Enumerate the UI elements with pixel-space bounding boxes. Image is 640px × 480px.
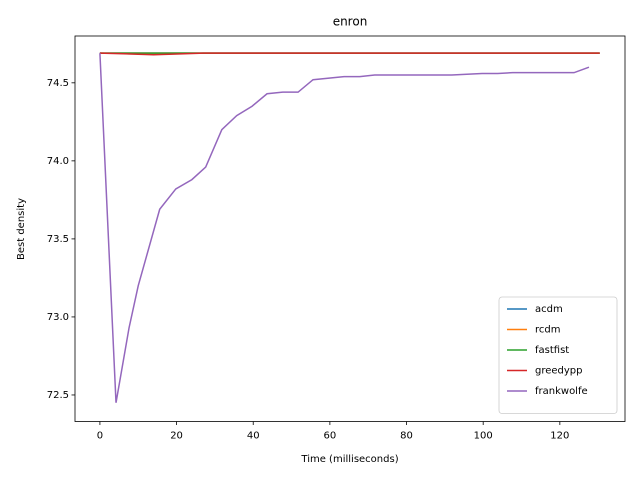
x-tick-label: 40 bbox=[247, 431, 260, 442]
series-line bbox=[99, 52, 600, 56]
x-tick-label: 0 bbox=[97, 431, 103, 442]
y-tick-label: 74.5 bbox=[47, 78, 69, 89]
x-tick-label: 60 bbox=[324, 431, 337, 442]
x-tick-label: 100 bbox=[474, 431, 493, 442]
x-tick-label: 20 bbox=[170, 431, 183, 442]
y-tick-label: 73.5 bbox=[47, 234, 69, 245]
y-tick-label: 73.0 bbox=[47, 312, 69, 323]
x-tick-label: 120 bbox=[550, 431, 569, 442]
chart-title: enron bbox=[333, 15, 368, 29]
y-tick-label: 72.5 bbox=[47, 390, 69, 401]
legend-box bbox=[498, 296, 618, 414]
legend-label: fastfist bbox=[535, 345, 569, 356]
y-tick-label: 74.0 bbox=[47, 156, 69, 167]
legend-label: rcdm bbox=[535, 325, 560, 336]
y-axis-label: Best density bbox=[16, 198, 27, 260]
legend-label: greedypp bbox=[535, 366, 583, 377]
x-axis-label: Time (milliseconds) bbox=[300, 454, 398, 465]
series-line bbox=[99, 53, 590, 403]
x-tick-label: 80 bbox=[400, 431, 413, 442]
legend-label: acdm bbox=[535, 304, 563, 315]
legend-label: frankwolfe bbox=[535, 386, 588, 397]
plot-frame bbox=[74, 35, 626, 422]
